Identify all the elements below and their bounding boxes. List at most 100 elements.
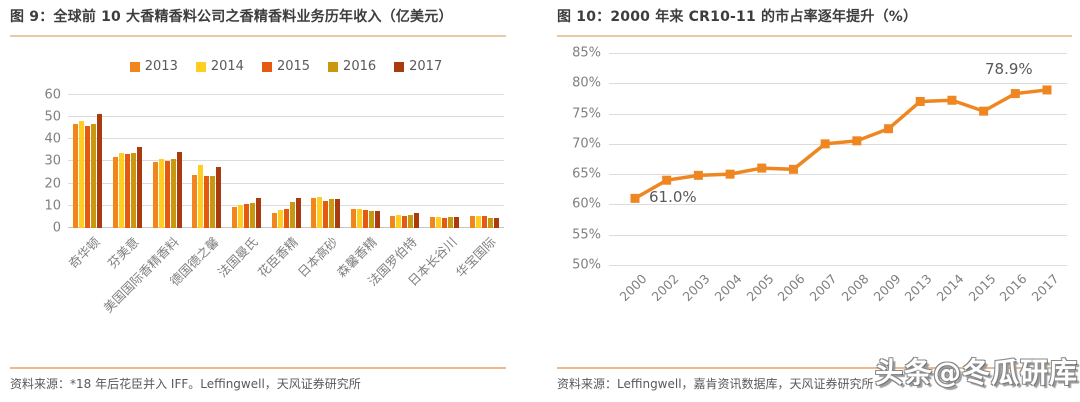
data-point-marker <box>630 193 640 203</box>
bar-2015 <box>243 204 249 228</box>
bar-2014 <box>198 165 204 228</box>
bar-2013 <box>350 208 356 228</box>
bar-2017 <box>97 114 103 228</box>
gridline <box>68 182 504 184</box>
bar-2015 <box>85 126 91 228</box>
gridline <box>68 138 504 140</box>
y-axis-tick-label: 60% <box>572 196 601 212</box>
bar-2013 <box>390 215 396 228</box>
bar-2013 <box>152 162 158 228</box>
bar-2014 <box>79 120 85 228</box>
figure9-bar-chart: 0 10 20 30 40 50 60 <box>44 88 504 235</box>
legend-item-2017: 2017 <box>394 59 442 74</box>
y-axis-tick-label: 40 <box>44 131 61 147</box>
y-axis-tick-label: 20 <box>44 176 61 192</box>
bar-2017 <box>414 212 420 228</box>
bar-2016 <box>210 175 216 228</box>
legend-label: 2014 <box>210 59 244 74</box>
bar-2017 <box>493 217 499 228</box>
bar-2013 <box>311 198 317 228</box>
gridline <box>609 113 1067 115</box>
legend-item-2013: 2013 <box>129 59 178 74</box>
legend-label: 2015 <box>276 59 311 74</box>
y-axis-tick-label: 80% <box>572 75 601 91</box>
legend-item-2015: 2015 <box>261 59 311 74</box>
gridline <box>609 204 1067 206</box>
gridline <box>609 83 1067 85</box>
legend-item-2016: 2016 <box>328 59 376 74</box>
data-point-marker <box>693 170 703 180</box>
y-axis-tick-label: 85% <box>572 45 601 61</box>
bar-2013 <box>112 156 118 228</box>
bar-2013 <box>231 206 237 228</box>
gridline <box>609 53 1067 54</box>
figure10-line-chart: 50% 55% 60% 65% 70% 75% 80% 85% 61.0% 78.9% <box>572 47 1067 272</box>
legend-swatch-2013 <box>129 61 140 72</box>
bar-2014 <box>118 152 124 228</box>
data-point-marker <box>852 136 862 146</box>
legend-label: 2013 <box>144 59 178 74</box>
bar-2015 <box>124 154 130 228</box>
y-axis-tick-label: 65% <box>572 166 601 182</box>
legend-swatch-2017 <box>394 61 405 72</box>
bar-2016 <box>289 202 295 228</box>
bar-2013 <box>430 217 436 228</box>
bar-2016 <box>130 153 136 228</box>
legend-swatch-2015 <box>261 61 272 72</box>
legend-label: 2016 <box>343 59 377 74</box>
gridline <box>68 93 504 95</box>
y-axis-tick-label: 30 <box>44 153 61 169</box>
data-point-marker <box>788 164 798 174</box>
data-point-label: 61.0% <box>649 188 697 207</box>
figure10-title: 图 10：2000 年来 CR10-11 的市占率逐年提升（%） <box>557 9 918 25</box>
gridline <box>609 174 1067 176</box>
data-point-marker <box>1010 89 1020 99</box>
bar-2017 <box>216 166 222 228</box>
legend-label: 2017 <box>409 59 443 74</box>
figure9-title-rule <box>10 35 506 37</box>
bar-2013 <box>469 216 475 228</box>
data-point-marker <box>725 169 735 179</box>
bar-2013 <box>192 175 198 228</box>
y-axis-tick-label: 10 <box>44 198 61 214</box>
figure10-x-axis-labels: 2000 2002 2003 2004 2005 2006 2007 2008 2009 2013… <box>609 265 1067 335</box>
figure10-source: 资料来源：Leffingwell，嘉肯资讯数据库，天风证券研究所 <box>557 377 874 391</box>
data-point-marker <box>979 106 989 116</box>
bar-2015 <box>442 217 448 228</box>
gridline <box>68 115 504 117</box>
bar-2016 <box>170 158 176 228</box>
figure9-source-rule <box>10 367 506 369</box>
figure10-title-rule <box>557 35 1072 37</box>
legend-swatch-2014 <box>195 61 206 72</box>
bar-2014 <box>396 214 402 228</box>
bar-2014 <box>317 197 323 228</box>
figure10-source-rule <box>557 367 1072 369</box>
bar-2017 <box>335 198 341 228</box>
bar-2014 <box>475 215 481 228</box>
data-point-label: 78.9% <box>985 59 1033 78</box>
figure9-panel: 图 9：全球前 10 大香精香料公司之香精香料业务历年收入（亿美元） 2013 2… <box>10 6 506 328</box>
bar-2016 <box>408 214 414 228</box>
bar-2016 <box>448 217 454 228</box>
figure9-legend: 2013 2014 2015 2016 2017 <box>68 59 504 74</box>
bar-2017 <box>136 146 142 228</box>
bar-2015 <box>323 201 329 228</box>
bar-2014 <box>436 216 442 228</box>
bar-2015 <box>362 210 368 228</box>
bar-2016 <box>91 124 97 228</box>
bar-2015 <box>283 208 289 228</box>
y-axis-tick-label: 75% <box>572 106 601 122</box>
gridline <box>609 234 1067 236</box>
line-path <box>634 88 1048 200</box>
bar-2013 <box>73 124 79 228</box>
data-point-marker <box>915 96 925 106</box>
bar-2015 <box>402 216 408 228</box>
bar-2017 <box>374 210 380 228</box>
y-axis-tick-label: 50 <box>44 109 61 125</box>
bar-2016 <box>249 202 255 228</box>
bar-2016 <box>329 199 335 228</box>
y-axis-tick-label: 50% <box>572 257 601 273</box>
y-axis-tick-label: 0 <box>52 220 61 236</box>
bar-2015 <box>481 216 487 228</box>
bar-2017 <box>176 152 182 228</box>
